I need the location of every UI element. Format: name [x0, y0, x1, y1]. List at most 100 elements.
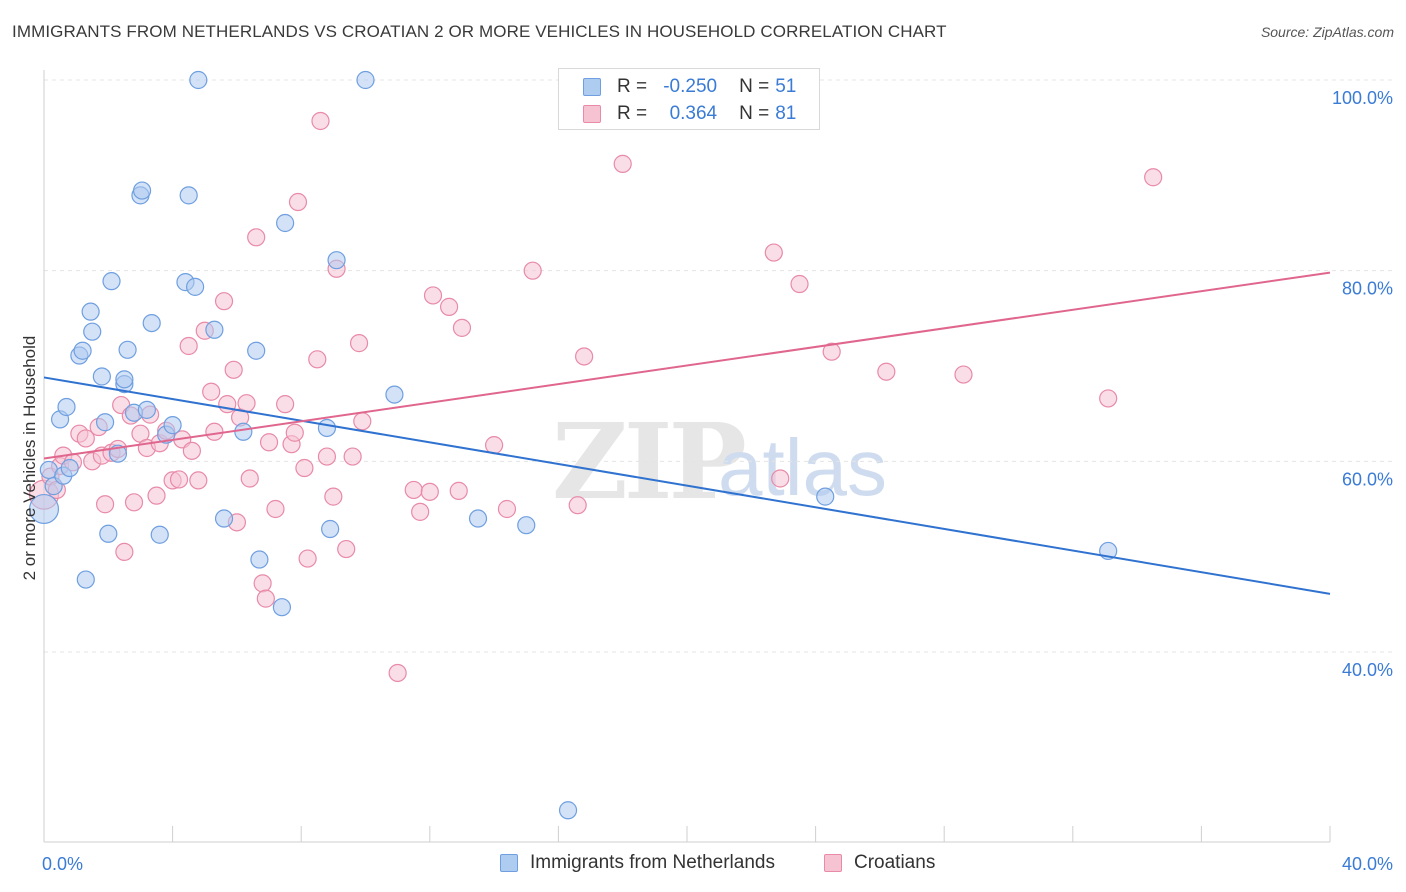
point-croatians [353, 412, 372, 431]
point-croatians [388, 663, 407, 683]
source-label: Source: ZipAtlas.com [1260, 24, 1394, 40]
point-netherlands [250, 550, 269, 569]
point-croatians [259, 433, 279, 452]
point-croatians [253, 574, 272, 593]
point-netherlands [317, 418, 337, 438]
r-label: R = [617, 103, 648, 124]
point-netherlands [118, 340, 137, 359]
n-value: 81 [775, 103, 797, 124]
point-netherlands [95, 413, 115, 432]
point-croatians [790, 274, 809, 294]
point-croatians [182, 441, 201, 460]
point-netherlands [205, 320, 224, 339]
legend-label-croatians: Croatians [854, 852, 936, 873]
point-netherlands [276, 213, 295, 233]
legend-item-netherlands[interactable]: Immigrants from Netherlands [500, 852, 775, 874]
point-croatians [214, 292, 234, 311]
point-netherlands [132, 181, 152, 200]
point-croatians [568, 496, 587, 515]
point-croatians [276, 395, 295, 414]
point-netherlands [247, 341, 266, 360]
point-croatians [311, 111, 330, 131]
point-netherlands [272, 598, 292, 617]
stats-row-croatians: R = 0.364 N = 81 [583, 101, 796, 127]
point-netherlands [28, 493, 60, 525]
point-croatians [298, 549, 317, 568]
point-netherlands [186, 277, 205, 296]
point-croatians [169, 470, 189, 489]
point-croatians [295, 458, 314, 478]
croatians-swatch [583, 105, 601, 123]
x-tick-label: 40.0% [1342, 854, 1393, 874]
point-croatians [308, 350, 327, 369]
chart-title: IMMIGRANTS FROM NETHERLANDS VS CROATIAN … [12, 22, 947, 41]
point-croatians [404, 480, 423, 500]
point-croatians [317, 447, 337, 466]
point-netherlands [115, 370, 134, 389]
trend-lines [43, 271, 1331, 595]
point-netherlands [385, 385, 404, 404]
watermark-atlas: atlas [718, 423, 887, 512]
point-croatians [224, 360, 243, 379]
r-value: 0.364 [669, 103, 718, 124]
point-croatians [523, 261, 542, 280]
point-netherlands [356, 70, 375, 90]
trendline-croatians [43, 271, 1331, 460]
point-netherlands [83, 322, 102, 341]
point-netherlands [234, 422, 253, 441]
point-croatians [95, 495, 115, 514]
n-label: N = [739, 103, 770, 124]
point-croatians [954, 365, 973, 384]
point-croatians [205, 422, 224, 441]
point-croatians [420, 482, 439, 501]
legend-item-croatians[interactable]: Croatians [824, 852, 935, 874]
point-netherlands [76, 570, 95, 589]
point-croatians [288, 192, 308, 212]
axes [43, 70, 1331, 843]
r-label: R = [617, 76, 648, 97]
point-croatians [237, 394, 256, 413]
point-netherlands [73, 341, 92, 360]
point-netherlands [327, 251, 346, 270]
point-croatians [613, 154, 632, 173]
y-axis-label: 2 or more Vehicles in Household [20, 335, 39, 581]
point-croatians [76, 429, 95, 448]
point-croatians [439, 297, 459, 316]
point-netherlands [102, 272, 121, 291]
point-netherlands [816, 487, 835, 506]
y-tick-label: 60.0% [1342, 469, 1393, 489]
point-croatians [411, 502, 430, 521]
point-croatians [266, 499, 285, 519]
n-label: N = [739, 76, 770, 97]
point-croatians [115, 542, 134, 562]
point-croatians [877, 362, 896, 381]
point-netherlands [321, 519, 340, 539]
trendline-netherlands [43, 376, 1331, 595]
netherlands-swatch [583, 78, 601, 96]
point-croatians [247, 228, 266, 247]
point-croatians [497, 499, 517, 519]
point-croatians [1144, 168, 1163, 187]
stats-row-netherlands: R = -0.250 N = 51 [583, 74, 796, 100]
x-tick-label: 0.0% [42, 854, 83, 874]
y-tick-label: 80.0% [1342, 279, 1393, 299]
netherlands-legend-swatch [500, 854, 518, 872]
point-croatians [764, 243, 783, 262]
point-croatians [822, 342, 841, 361]
point-netherlands [92, 367, 111, 386]
point-croatians [449, 481, 468, 500]
point-netherlands [108, 444, 128, 463]
point-netherlands [57, 397, 76, 417]
point-croatians [485, 436, 504, 455]
stats-legend: R = -0.250 N = 51 R = 0.364 N = 81 [558, 68, 820, 130]
point-croatians [771, 469, 790, 488]
point-croatians [179, 336, 198, 356]
legend-label-netherlands: Immigrants from Netherlands [530, 852, 775, 873]
point-croatians [575, 347, 594, 366]
point-croatians [349, 334, 369, 353]
point-croatians [240, 469, 259, 488]
point-croatians [1099, 389, 1118, 408]
point-netherlands [517, 516, 536, 535]
y-tick-label: 100.0% [1332, 88, 1393, 108]
